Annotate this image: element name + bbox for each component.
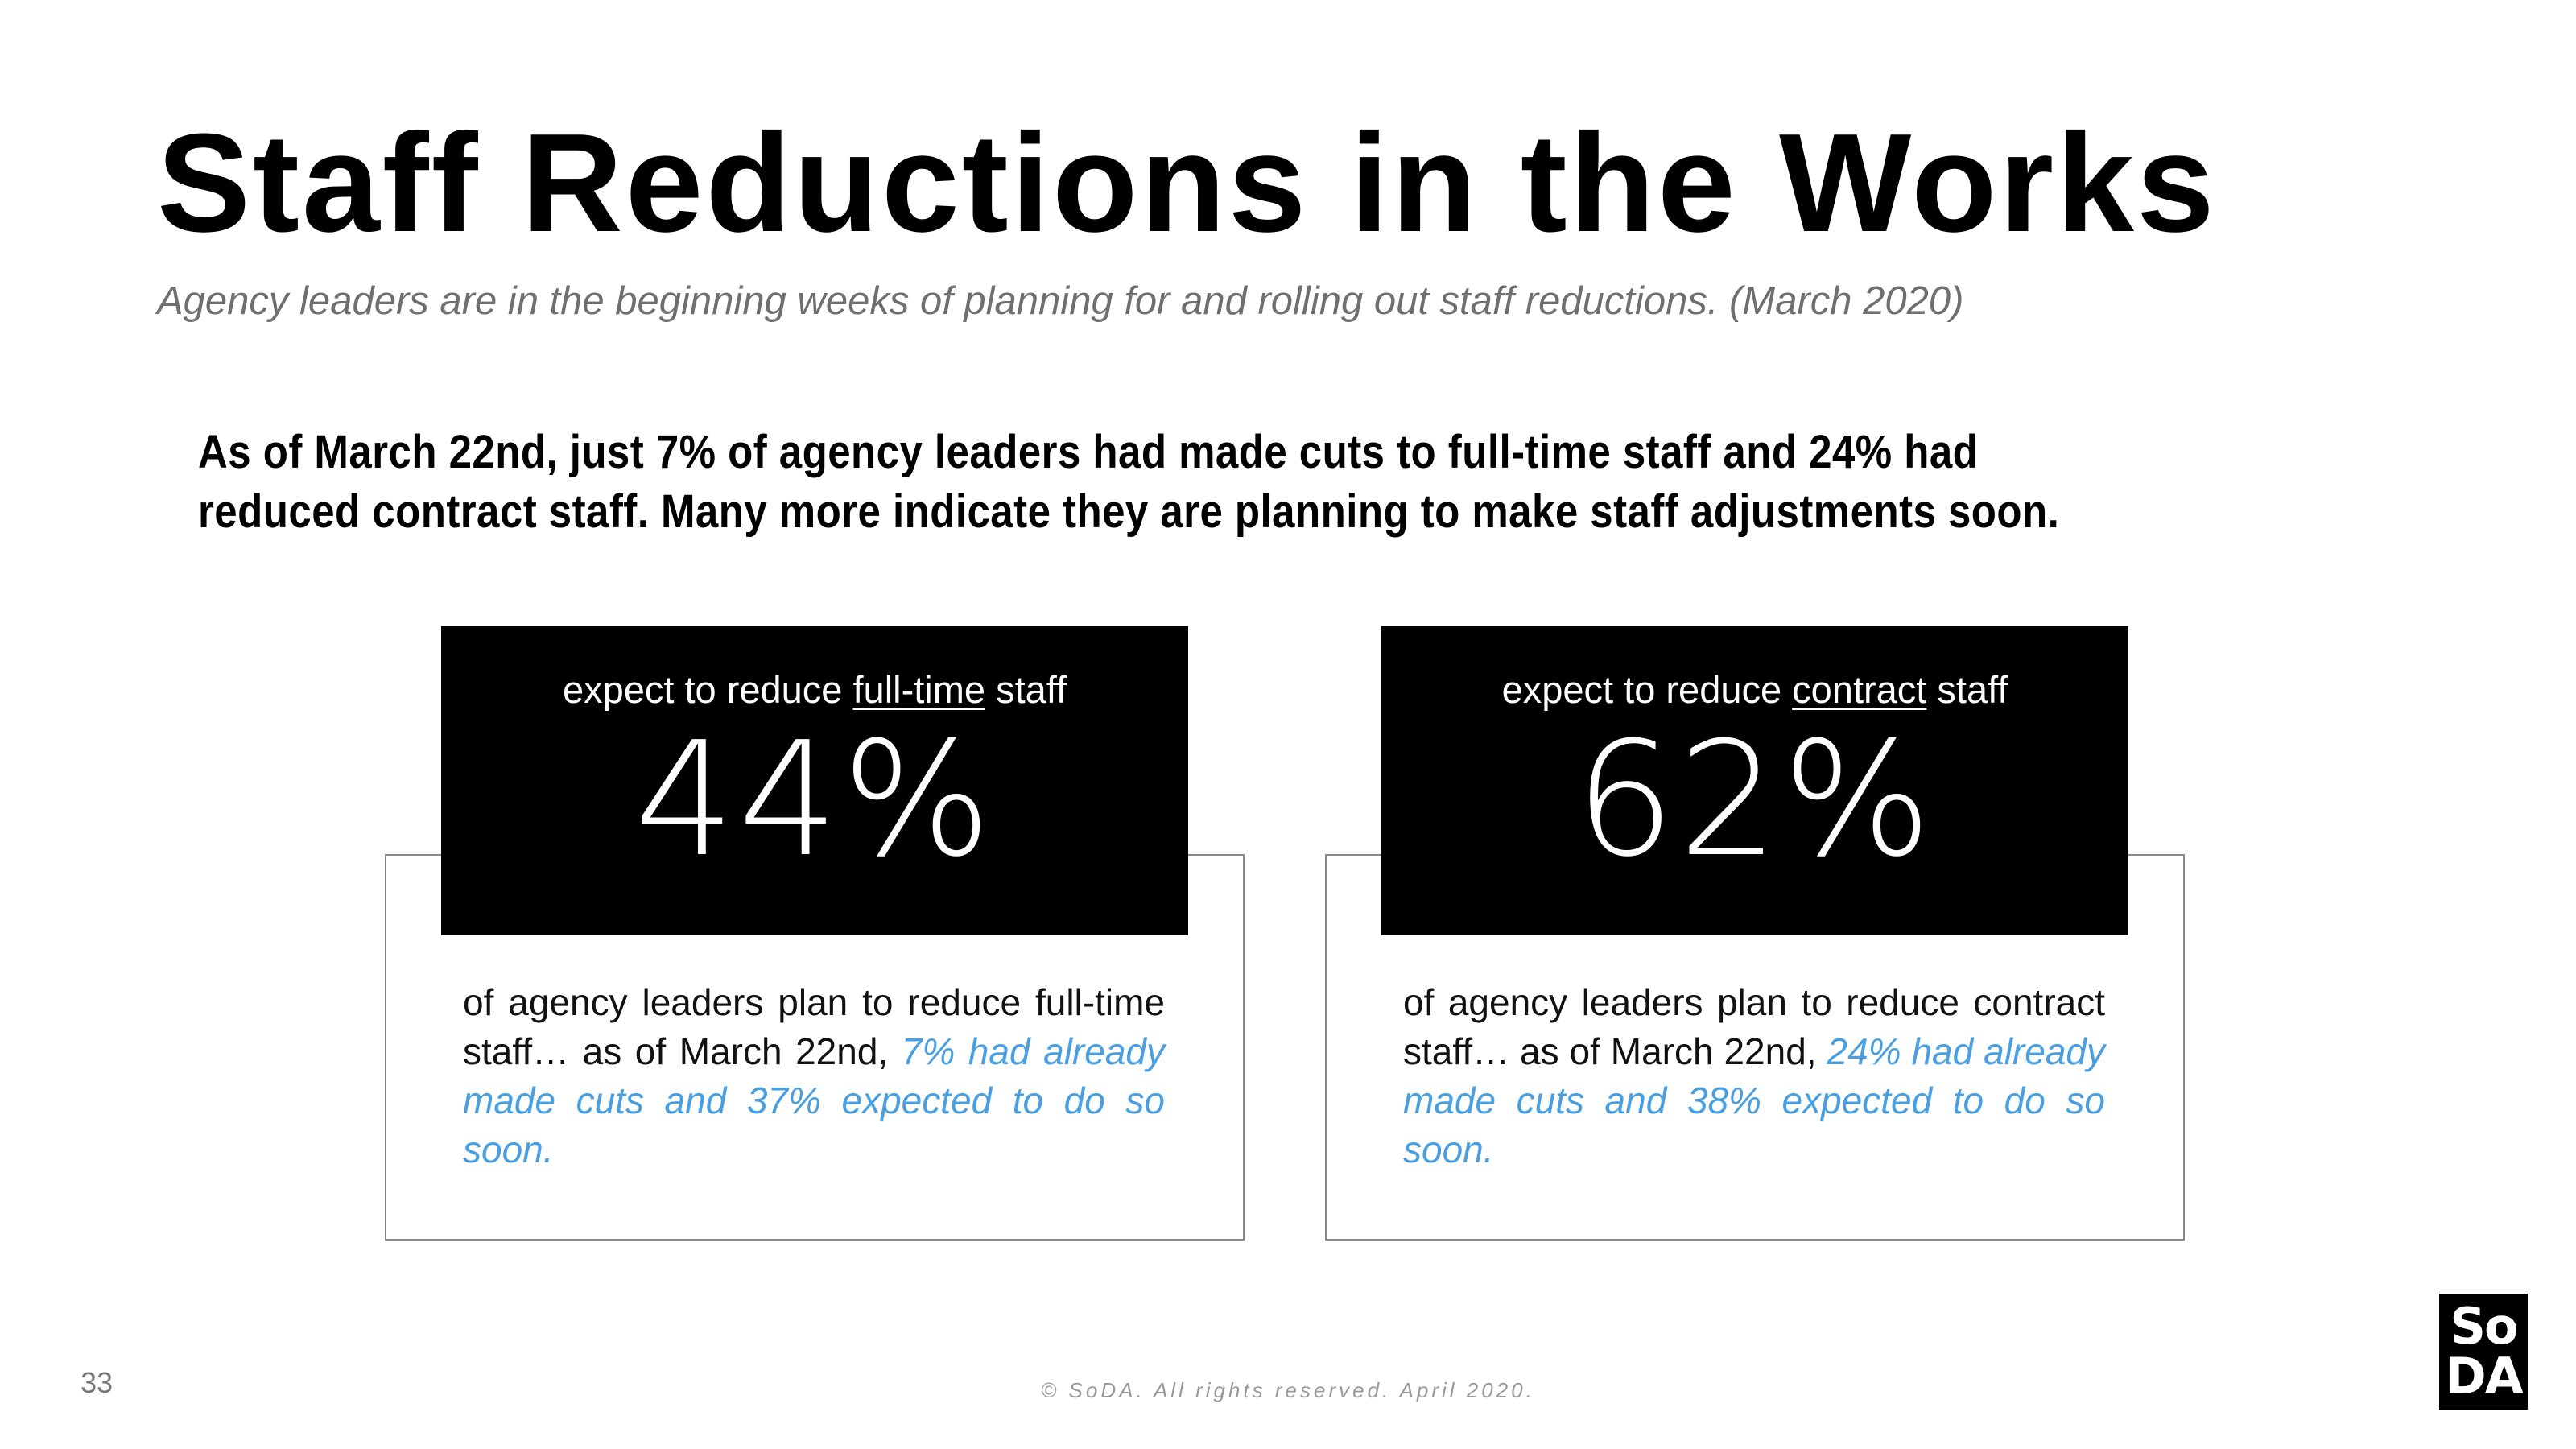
fulltime-stat-value: 44% [634,708,995,892]
contract-highlight: 24% had already made cuts and 38% expect… [1403,1030,2106,1170]
fulltime-description: of agency leaders plan to reduce full-ti… [463,981,1165,1170]
contract-stat-box: expect to reduce contract staff 62% [1381,626,2128,935]
page-title: Staff Reductions in the Works [157,104,2217,261]
contract-description: of agency leaders plan to reduce contrac… [1403,981,2106,1170]
contract-underlined-word: contract [1792,668,1927,711]
soda-logo: So DA [2439,1294,2528,1410]
fulltime-highlight: 7% had already made cuts and 37% expecte… [463,1030,1165,1170]
contract-stat-label: expect to reduce contract staff [1501,668,2008,711]
lead-statement: As of March 22nd, just 7% of agency lead… [198,423,2533,542]
lead-line-1: As of March 22nd, just 7% of agency lead… [198,426,1979,478]
contract-stat-value: 62% [1575,708,1935,892]
page-subtitle: Agency leaders are in the beginning week… [157,279,1964,323]
fulltime-stat-label: expect to reduce full-time staff [562,668,1067,711]
fulltime-stat-box: expect to reduce full-time staff 44% [441,626,1188,935]
page-number: 33 [80,1366,114,1399]
fulltime-underlined-word: full-time [852,668,986,711]
lead-line-2: reduced contract staff. Many more indica… [198,485,2060,538]
copyright-footer: © SoDA. All rights reserved. April 2020. [1041,1378,1535,1402]
